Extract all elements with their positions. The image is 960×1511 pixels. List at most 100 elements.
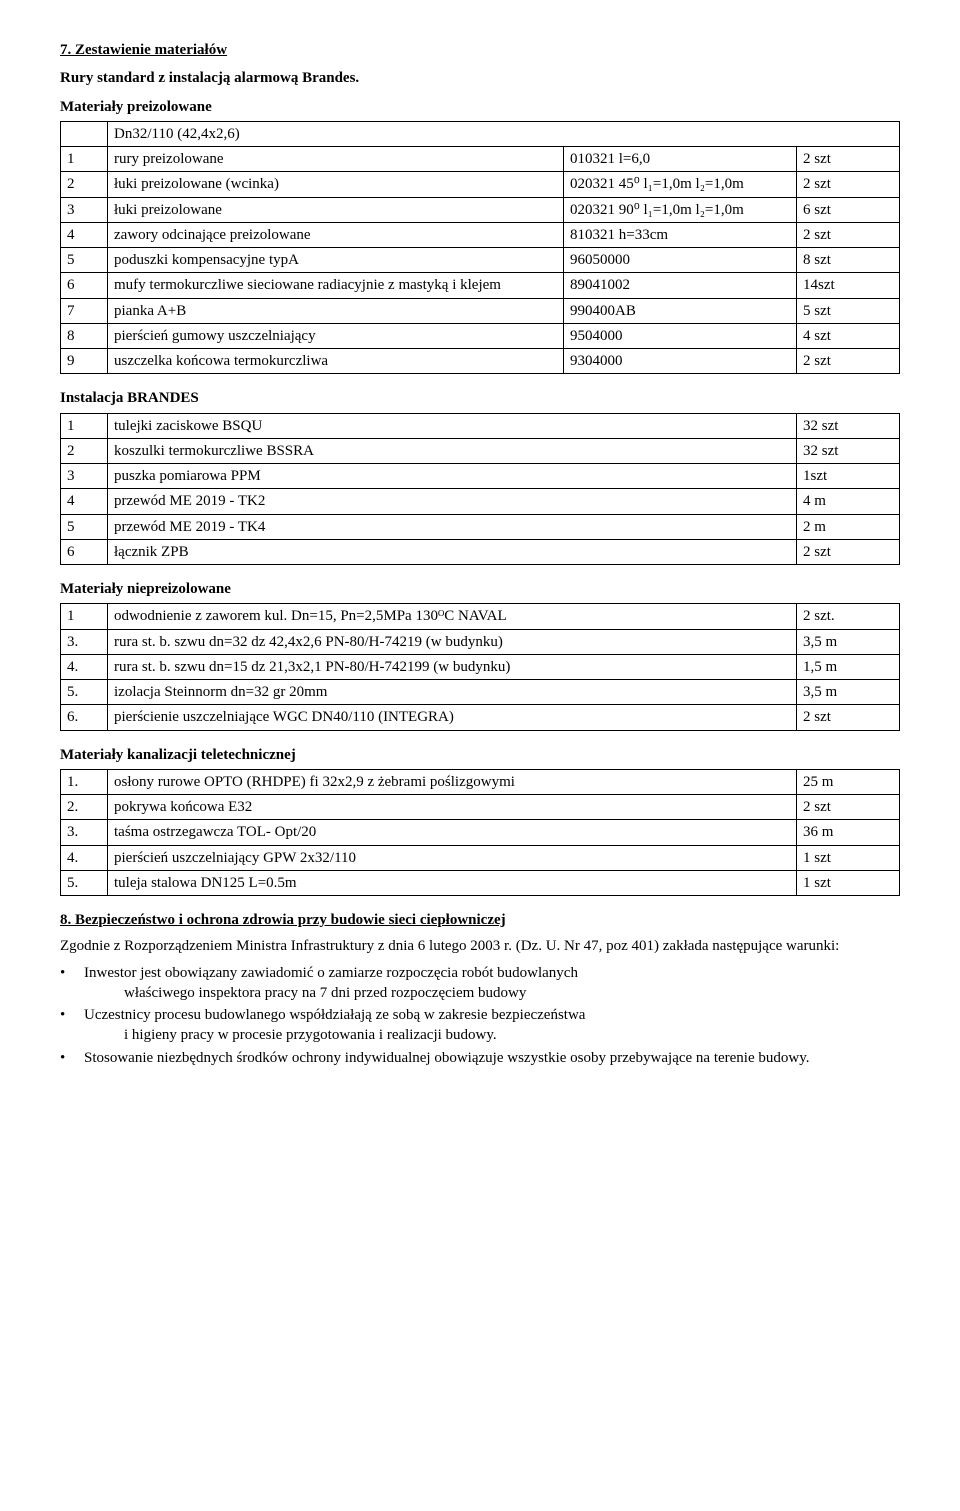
row-qty: 4 m <box>797 489 900 514</box>
row-num: 4 <box>61 222 108 247</box>
subheading-pipes: Rury standard z instalacją alarmową Bran… <box>60 68 900 88</box>
row-desc: puszka pomiarowa PPM <box>108 464 797 489</box>
row-desc: łuki preizolowane (wcinka) <box>108 172 564 197</box>
bullet-lead: Stosowanie niezbędnych środków ochrony i… <box>84 1050 810 1066</box>
table-row: 1odwodnienie z zaworem kul. Dn=15, Pn=2,… <box>61 604 900 629</box>
row-qty: 8 szt <box>797 248 900 273</box>
row-desc: pierścienie uszczelniające WGC DN40/110 … <box>108 705 797 730</box>
row-num: 3. <box>61 629 108 654</box>
row-code: 990400AB <box>564 298 797 323</box>
bullet-icon: • <box>60 963 65 983</box>
row-code: 89041002 <box>564 273 797 298</box>
row-qty: 3,5 m <box>797 680 900 705</box>
table-row: 3puszka pomiarowa PPM1szt <box>61 464 900 489</box>
row-desc: przewód ME 2019 - TK4 <box>108 514 797 539</box>
row-desc: łuki preizolowane <box>108 197 564 222</box>
row-qty: 6 szt <box>797 197 900 222</box>
row-qty: 14szt <box>797 273 900 298</box>
section-7-heading: 7. Zestawienie materiałów <box>60 40 900 60</box>
table-row: 6.pierścienie uszczelniające WGC DN40/11… <box>61 705 900 730</box>
table-row: 5.izolacja Steinnorm dn=32 gr 20mm3,5 m <box>61 680 900 705</box>
row-qty: 25 m <box>797 769 900 794</box>
row-num: 5 <box>61 514 108 539</box>
niepreizo-table: 1odwodnienie z zaworem kul. Dn=15, Pn=2,… <box>60 603 900 730</box>
row-desc: osłony rurowe OPTO (RHDPE) fi 32x2,9 z ż… <box>108 769 797 794</box>
preizo-header-cell: Dn32/110 (42,4x2,6) <box>108 121 900 146</box>
bullet-icon: • <box>60 1048 65 1068</box>
row-desc: pierścień uszczelniający GPW 2x32/110 <box>108 845 797 870</box>
row-num: 5. <box>61 870 108 895</box>
bullet-item: • Stosowanie niezbędnych środków ochrony … <box>60 1048 900 1068</box>
row-qty: 1,5 m <box>797 654 900 679</box>
tele-table: 1.osłony rurowe OPTO (RHDPE) fi 32x2,9 z… <box>60 769 900 896</box>
table-row: 1rury preizolowane010321 l=6,02 szt <box>61 147 900 172</box>
section-8-intro: Zgodnie z Rozporządzeniem Ministra Infra… <box>60 936 900 956</box>
bullet-item: •Uczestnicy procesu budowlanego współdzi… <box>60 1005 900 1046</box>
table-row: 4.rura st. b. szwu dn=15 dz 21,3x2,1 PN-… <box>61 654 900 679</box>
row-num: 2 <box>61 172 108 197</box>
bullet-sub: właściwego inspektora pracy na 7 dni prz… <box>84 983 900 1003</box>
row-desc: uszczelka końcowa termokurczliwa <box>108 349 564 374</box>
row-num: 6 <box>61 273 108 298</box>
row-desc: pianka A+B <box>108 298 564 323</box>
preizo-header-row: Dn32/110 (42,4x2,6) <box>61 121 900 146</box>
table-row: 9uszczelka końcowa termokurczliwa9304000… <box>61 349 900 374</box>
row-qty: 2 szt <box>797 172 900 197</box>
table-row: 3łuki preizolowane020321 90⁰ l₁=1,0m l₂=… <box>61 197 900 222</box>
row-qty: 5 szt <box>797 298 900 323</box>
row-qty: 36 m <box>797 820 900 845</box>
row-desc: rura st. b. szwu dn=15 dz 21,3x2,1 PN-80… <box>108 654 797 679</box>
row-desc: rura st. b. szwu dn=32 dz 42,4x2,6 PN-80… <box>108 629 797 654</box>
table-row: 1tulejki zaciskowe BSQU32 szt <box>61 413 900 438</box>
table-row: 5przewód ME 2019 - TK42 m <box>61 514 900 539</box>
table-row: 2koszulki termokurczliwe BSSRA32 szt <box>61 438 900 463</box>
row-num: 3 <box>61 464 108 489</box>
row-qty: 2 szt <box>797 705 900 730</box>
row-qty: 2 m <box>797 514 900 539</box>
row-num: 8 <box>61 323 108 348</box>
row-qty: 2 szt <box>797 539 900 564</box>
row-qty: 32 szt <box>797 438 900 463</box>
row-qty: 4 szt <box>797 323 900 348</box>
bullet-lead: Uczestnicy procesu budowlanego współdzia… <box>84 1007 585 1023</box>
table-row: 5.tuleja stalowa DN125 L=0.5m1 szt <box>61 870 900 895</box>
row-code: 9504000 <box>564 323 797 348</box>
row-desc: izolacja Steinnorm dn=32 gr 20mm <box>108 680 797 705</box>
row-qty: 2 szt. <box>797 604 900 629</box>
row-desc: przewód ME 2019 - TK2 <box>108 489 797 514</box>
row-num: 1 <box>61 147 108 172</box>
bullet-lead: Inwestor jest obowiązany zawiadomić o za… <box>84 965 578 981</box>
row-code: 96050000 <box>564 248 797 273</box>
table-row: 4.pierścień uszczelniający GPW 2x32/1101… <box>61 845 900 870</box>
row-num: 5. <box>61 680 108 705</box>
row-desc: mufy termokurczliwe sieciowane radiacyjn… <box>108 273 564 298</box>
table-row: 6łącznik ZPB2 szt <box>61 539 900 564</box>
row-code: 010321 l=6,0 <box>564 147 797 172</box>
row-desc: tuleja stalowa DN125 L=0.5m <box>108 870 797 895</box>
row-desc: zawory odcinające preizolowane <box>108 222 564 247</box>
row-num: 1 <box>61 413 108 438</box>
table-row: 3.taśma ostrzegawcza TOL- Opt/2036 m <box>61 820 900 845</box>
table-row: 2łuki preizolowane (wcinka)020321 45⁰ l₁… <box>61 172 900 197</box>
row-num: 4 <box>61 489 108 514</box>
row-desc: poduszki kompensacyjne typA <box>108 248 564 273</box>
section-8-heading: 8. Bezpieczeństwo i ochrona zdrowia przy… <box>60 910 900 930</box>
row-num: 2. <box>61 795 108 820</box>
row-qty: 1 szt <box>797 845 900 870</box>
table-row: 1.osłony rurowe OPTO (RHDPE) fi 32x2,9 z… <box>61 769 900 794</box>
row-num: 2 <box>61 438 108 463</box>
table-row: 4przewód ME 2019 - TK24 m <box>61 489 900 514</box>
row-desc: koszulki termokurczliwe BSSRA <box>108 438 797 463</box>
brandes-title: Instalacja BRANDES <box>60 388 900 408</box>
row-desc: tulejki zaciskowe BSQU <box>108 413 797 438</box>
table-row: 7pianka A+B990400AB5 szt <box>61 298 900 323</box>
row-code: 810321 h=33cm <box>564 222 797 247</box>
preizo-title: Materiały preizolowane <box>60 97 900 117</box>
row-qty: 1 szt <box>797 870 900 895</box>
row-num: 7 <box>61 298 108 323</box>
row-desc: pierścień gumowy uszczelniający <box>108 323 564 348</box>
table-row: 8pierścień gumowy uszczelniający95040004… <box>61 323 900 348</box>
table-row: 3.rura st. b. szwu dn=32 dz 42,4x2,6 PN-… <box>61 629 900 654</box>
row-num: 9 <box>61 349 108 374</box>
table-row: 4zawory odcinające preizolowane810321 h=… <box>61 222 900 247</box>
